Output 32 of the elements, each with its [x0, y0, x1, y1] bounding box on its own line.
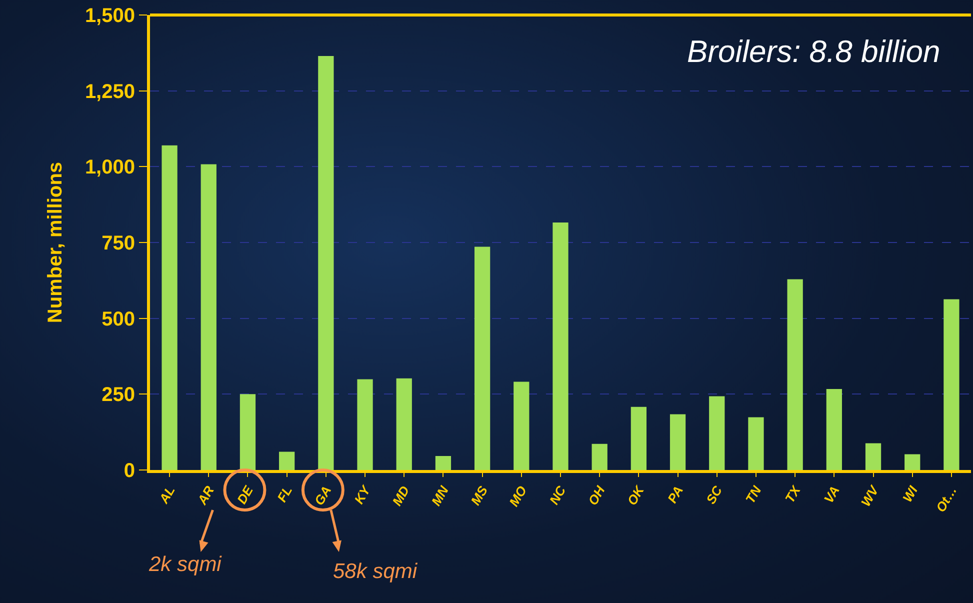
y-axis-title: Number, millions	[44, 162, 66, 324]
x-tick-label: GA	[311, 483, 334, 508]
y-tick-label: 500	[102, 308, 135, 330]
y-tick-label: 1,000	[84, 156, 135, 179]
x-tick-label: FL	[274, 483, 296, 505]
x-tick-label: WI	[900, 483, 921, 505]
x-tick-label: Ot…	[932, 483, 960, 515]
x-tick-label: WV	[858, 482, 882, 509]
x-tick-label: AR	[194, 482, 218, 508]
text: 2k sqmi	[148, 553, 223, 576]
y-tick-label: 250	[102, 384, 135, 406]
text: 58k sqmi	[333, 560, 418, 583]
y-tick-label: 1,500	[84, 5, 135, 27]
x-tick-label: MN	[428, 482, 452, 508]
x-tick-label: TN	[742, 482, 765, 506]
x-tick-label: SC	[703, 482, 726, 506]
x-tick-label: AL	[156, 483, 178, 507]
x-tick-label: VA	[820, 483, 842, 506]
x-tick-label: OH	[585, 482, 608, 508]
x-tick-label: KY	[351, 482, 374, 506]
x-tick-label: NC	[546, 482, 570, 508]
x-tick-label: MO	[506, 483, 530, 509]
y-tick-label: 0	[124, 460, 135, 482]
text: Broilers: 8.8 billion	[687, 34, 940, 69]
x-tick-label: OK	[624, 482, 648, 508]
x-tick-label: DE	[234, 483, 256, 506]
x-tick-label: PA	[664, 483, 686, 506]
x-tick-label: MS	[468, 483, 491, 508]
x-tick-label: TX	[782, 482, 804, 506]
y-tick-label: 1,250	[84, 80, 135, 103]
x-tick-label: MD	[389, 482, 413, 508]
y-tick-label: 750	[102, 232, 135, 254]
